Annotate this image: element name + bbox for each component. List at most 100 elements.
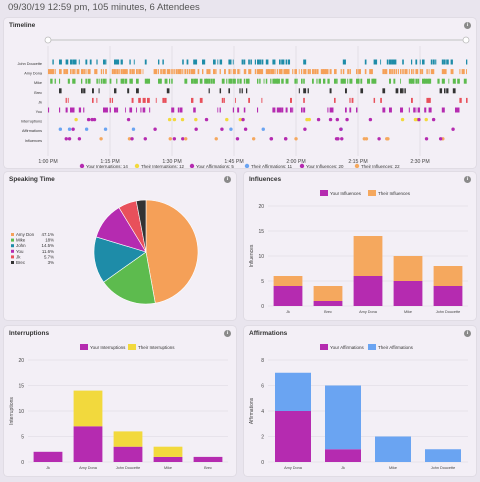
timeline-speech-segment <box>74 59 77 65</box>
bar-legend-swatch <box>80 344 88 350</box>
timeline-speech-segment <box>169 78 171 84</box>
timeline-speech-segment <box>446 88 449 94</box>
timeline-speech-segment <box>422 69 424 75</box>
timeline-speech-segment <box>129 69 132 75</box>
timeline-speech-segment <box>136 88 139 94</box>
timeline-speech-segment <box>235 69 236 75</box>
timeline-event-marker <box>204 117 209 122</box>
timeline-speech-segment <box>400 69 402 75</box>
bar-legend-swatch <box>368 344 376 350</box>
timeline-speech-segment <box>103 69 104 75</box>
timeline-speech-segment <box>371 78 375 84</box>
timeline-speech-segment <box>411 78 414 84</box>
timeline-speech-segment <box>202 59 206 65</box>
pie-legend-value: 47.1% <box>42 232 55 237</box>
timeline-speech-segment <box>309 69 311 75</box>
timeline-speech-segment <box>351 97 354 103</box>
x-tick-label: Jk <box>286 310 290 314</box>
timeline-speech-segment <box>404 88 406 94</box>
timeline-speech-segment <box>303 59 307 65</box>
timeline-speech-segment <box>349 69 351 75</box>
timeline-speech-segment <box>85 78 87 84</box>
info-icon[interactable]: i <box>464 176 471 183</box>
timeline-speech-segment <box>415 59 418 65</box>
timeline-speech-segment <box>114 69 116 75</box>
pie-slice <box>135 199 147 253</box>
timeline-speech-segment <box>279 59 281 65</box>
timeline-event-marker <box>243 127 248 131</box>
timeline-speech-segment <box>96 97 98 103</box>
timeline-speech-segment <box>158 59 160 65</box>
timeline-speech-segment <box>404 69 407 75</box>
timeline-speech-segment <box>428 69 430 75</box>
info-icon[interactable]: i <box>464 330 471 337</box>
timeline-speech-segment <box>356 107 358 113</box>
timeline-speech-segment <box>393 59 397 65</box>
timeline-event-marker <box>340 137 344 141</box>
timeline-event-marker <box>84 127 89 131</box>
bar-legend-label: Your Affirmations <box>330 345 365 350</box>
timeline-speech-segment <box>191 69 194 75</box>
timeline-speech-segment <box>72 59 75 65</box>
timeline-speech-segment <box>303 69 307 75</box>
timeline-speech-segment <box>109 107 111 113</box>
bar-segment-theirs <box>153 446 183 457</box>
timeline-tick-label: 1:30 PM <box>162 159 181 165</box>
info-icon[interactable]: i <box>464 22 471 29</box>
pie-legend-swatch <box>11 261 14 264</box>
timeline-speech-segment <box>193 59 197 65</box>
timeline-speech-segment <box>261 69 264 75</box>
timeline-speech-segment <box>111 69 114 75</box>
timeline-speech-segment <box>239 69 241 75</box>
timeline-speech-segment <box>329 107 333 113</box>
timeline-title: Timeline <box>9 22 36 29</box>
timeline-speech-segment <box>408 69 410 75</box>
timeline-speech-segment <box>59 88 62 94</box>
timeline-speech-segment <box>373 78 377 84</box>
timeline-event-marker <box>303 127 307 131</box>
timeline-speech-segment <box>144 78 148 84</box>
timeline-legend-swatch <box>79 163 85 168</box>
timeline-speech-segment <box>312 78 314 84</box>
timeline-speech-segment <box>50 69 54 75</box>
timeline-speech-segment <box>184 78 188 84</box>
timeline-legend-swatch <box>189 163 195 168</box>
timeline-speech-segment <box>65 69 69 75</box>
timeline-speech-segment <box>402 59 404 65</box>
timeline-speech-segment <box>336 78 338 84</box>
info-icon[interactable]: i <box>224 330 231 337</box>
timeline-speech-segment <box>241 59 244 65</box>
y-tick-label: 0 <box>261 460 264 466</box>
speaking-time-pie: Amy Don 47.1% Mike 18% John 14.5% You 11.6% Jk 5.… <box>11 199 199 305</box>
y-tick-label: 20 <box>258 204 264 210</box>
timeline-speech-segment <box>133 59 135 65</box>
timeline-speech-segment <box>116 59 120 65</box>
info-icon[interactable]: i <box>224 176 231 183</box>
timeline-speech-segment <box>281 69 283 75</box>
timeline-speech-segment <box>369 69 372 75</box>
timeline-speech-segment <box>59 59 62 65</box>
timeline-speech-segment <box>228 88 231 94</box>
timeline-speech-segment <box>144 59 147 65</box>
timeline-speech-segment <box>120 69 123 75</box>
timeline-speech-segment <box>367 78 370 84</box>
timeline-speech-segment <box>281 59 285 65</box>
timeline-speech-segment <box>127 88 130 94</box>
timeline-speech-segment <box>67 78 70 84</box>
timeline-tick-label: 2:15 PM <box>348 159 367 165</box>
timeline-speech-segment <box>213 78 215 84</box>
timeline-speech-segment <box>180 69 182 75</box>
timeline-event-marker <box>67 127 72 131</box>
timeline-speech-segment <box>221 78 225 84</box>
timeline-speech-segment <box>303 97 305 103</box>
timeline-event-marker <box>181 137 185 141</box>
timeline-speech-segment <box>232 69 236 75</box>
timeline-speech-segment <box>160 78 162 84</box>
timeline-speech-segment <box>450 59 453 65</box>
timeline-speech-segment <box>285 59 288 65</box>
y-tick-label: 4 <box>261 409 264 415</box>
timeline-speech-segment <box>147 78 151 84</box>
timeline-speech-segment <box>195 78 198 84</box>
interruptions-panel: Interruptions i Your Interruptions Their … <box>4 326 236 476</box>
timeline-speech-segment <box>318 78 321 84</box>
